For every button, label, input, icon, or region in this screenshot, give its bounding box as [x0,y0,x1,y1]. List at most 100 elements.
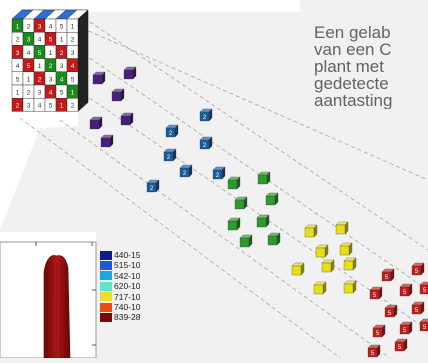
cube-front-face [394,341,405,352]
mosaic-cell-label: 1 [27,76,31,83]
mosaic-cell-label: 3 [27,37,31,44]
curtain-fold [55,261,58,359]
cube-purple [123,66,137,80]
cube-label: 5 [398,345,402,351]
cube-front-face [92,74,103,85]
cube-front-face [199,139,210,150]
spectral-curtain [43,255,71,359]
mosaic-cell-label: 2 [71,103,75,110]
curtain-fold [46,261,49,359]
cube-blue: 2 [163,148,177,162]
mosaic-cell-label: 3 [71,50,75,57]
mosaic-cell-label: 1 [16,24,20,31]
cube-top-face [419,318,428,323]
cube-front-face [227,220,238,231]
projection-line [19,117,341,359]
mosaic-cell-label: 4 [60,76,64,83]
cube-front-face [256,217,267,228]
mosaic-cell-label: 4 [71,63,75,70]
caption-line: van een C [314,40,392,59]
mosaic-cell-label: 1 [38,63,42,70]
cube-front-face [399,324,410,335]
curtain-fold [60,261,62,359]
mosaic-side-face [77,9,89,112]
cube-purple [111,88,125,102]
mosaic-cell-label: 5 [16,76,20,83]
cube-front-face [146,182,157,193]
cube-label: 2 [183,171,187,177]
mosaic-cell-label: 3 [38,90,42,97]
cube-front-face [212,169,223,180]
projection-line [59,119,391,359]
cube-label: 2 [150,186,154,192]
curtain-fold [64,261,67,359]
mosaic-cell-label: 5 [38,50,42,57]
mosaic-cell-label: 5 [71,76,75,83]
cube-yellow [304,224,318,238]
cube-green [239,234,253,248]
projection-line [77,49,428,291]
legend-entry: 515-10 [100,260,148,270]
cube-green [227,217,241,231]
cube-front-face [227,179,238,190]
cube-green [265,192,279,206]
cube-yellow [343,257,357,271]
cube-green [267,232,281,246]
cube-blue: 2 [179,164,193,178]
cube-label: 5 [423,325,427,331]
mosaic-cell-label: 4 [38,103,42,110]
cube-front-face [163,151,174,162]
cube-label: 2 [203,143,207,149]
caption-line: gedetecte [314,74,389,93]
mosaic-cell-label: 4 [27,50,31,57]
caption-line: aantasting [314,91,393,109]
mosaic-cell-label: 1 [16,90,20,97]
cube-purple [100,134,114,148]
legend-entry: 542-10 [100,271,148,281]
cube-purple [92,71,106,85]
cube-purple [89,116,103,130]
mosaic-cell-label: 1 [49,50,53,57]
mosaic-cell-label: 5 [49,37,53,44]
cube-front-face [399,286,410,297]
cube-yellow [339,242,353,256]
cube-red: 5 [419,318,428,331]
cube-front-face [111,91,122,102]
cube-label: 5 [403,328,407,334]
mosaic-cell-label: 5 [49,103,53,110]
cube-front-face [239,237,250,248]
projection-line [77,89,428,331]
cube-front-face [321,262,332,273]
cube-front-face [313,284,324,295]
cube-front-face [343,260,354,271]
legend-swatch [100,271,112,281]
cube-front-face [339,245,350,256]
cube-front-face [165,127,176,138]
cube-front-face [179,167,190,178]
cube-front-face [120,115,131,126]
cube-label: 5 [415,269,419,275]
curtain-fold [51,261,53,359]
cube-yellow [313,281,327,295]
cube-red: 5 [411,301,425,315]
mosaic-cell-label: 4 [49,24,53,31]
cube-front-face [199,111,210,122]
cube-green [227,176,241,190]
legend-label: 515-10 [114,260,141,271]
cube-red: 5 [394,338,408,352]
cube-label: 5 [373,293,377,299]
legend-entry: 839-28 [100,312,148,322]
cube-red: 5 [411,262,425,276]
legend-swatch [100,313,112,323]
mosaic-cell-label: 3 [38,24,42,31]
caption-line: Een gelab [314,24,391,42]
mosaic-cell-label: 1 [60,103,64,110]
cube-yellow [315,244,329,258]
cube-front-face [372,327,383,338]
cube-label: 5 [385,275,389,281]
cube-purple [120,112,134,126]
cube-red: 5 [369,286,383,300]
legend-entry: 740-10 [100,302,148,312]
cube-yellow [321,259,335,273]
